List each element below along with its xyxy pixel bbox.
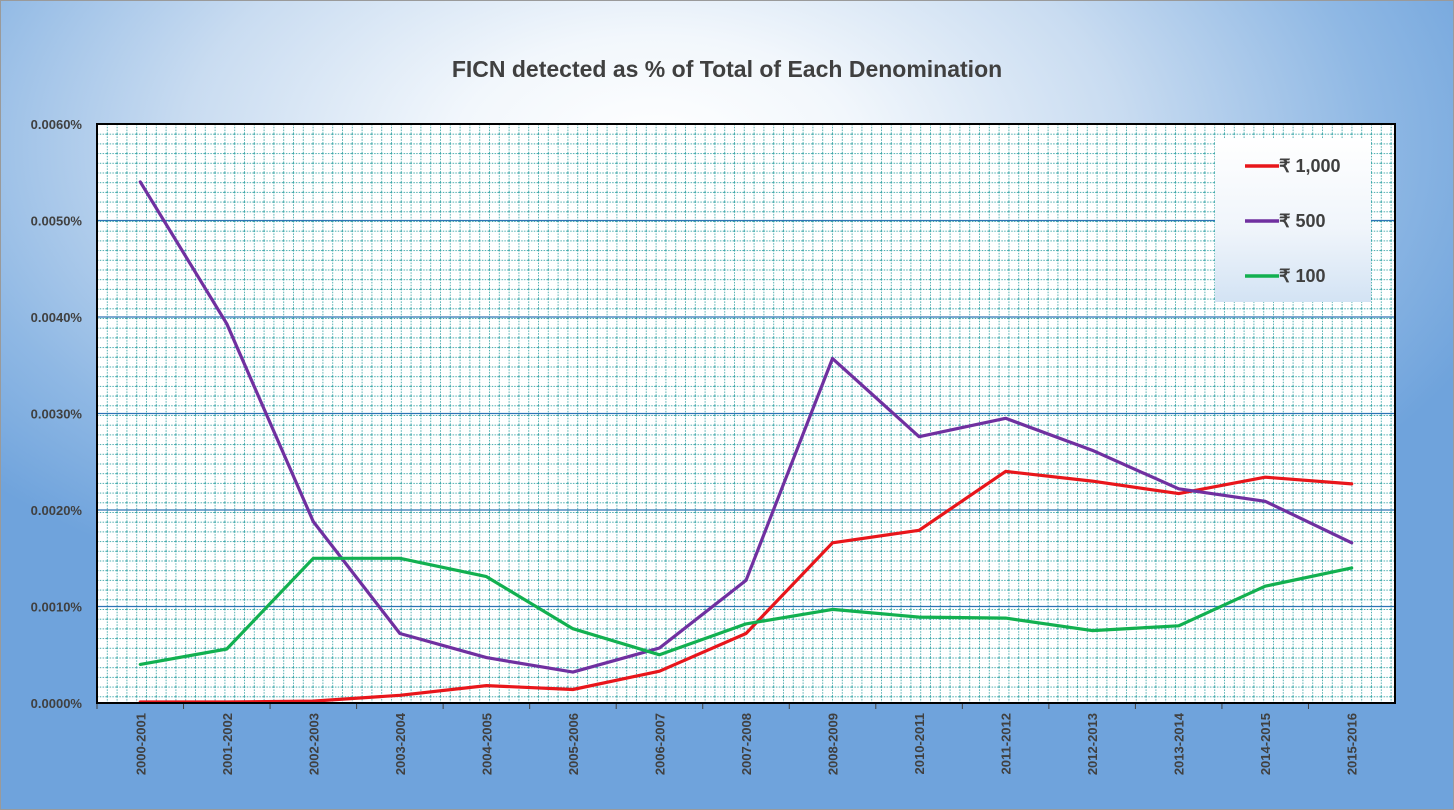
legend-box (1215, 138, 1371, 302)
x-axis-tick-labels: 2000-2001 2001-2002 2002-2003 2003-2004 2004… (96, 703, 1360, 775)
y-tick-label: 0.0050% (31, 214, 83, 229)
y-tick-label: 0.0000% (31, 696, 83, 711)
x-tick-label: 2012-2013 (1085, 713, 1100, 775)
x-tick-label: 2011-2012 (999, 713, 1014, 774)
y-tick-label: 0.0010% (31, 600, 83, 615)
chart-title: FICN detected as % of Total of Each Deno… (452, 56, 1002, 82)
x-tick-label: 2004-2005 (479, 713, 494, 775)
y-tick-label: 0.0060% (31, 117, 83, 132)
plot-border (96, 123, 1396, 704)
x-tick-label: 2008-2009 (826, 713, 841, 775)
y-axis-tick-labels: 0.0000% 0.0010% 0.0020% 0.0030% 0.0040% 0.005… (31, 117, 83, 711)
x-tick-label: 2015-2016 (1345, 713, 1360, 775)
legend-label: ₹ 1,000 (1279, 156, 1341, 176)
x-tick-label: 2005-2006 (566, 713, 581, 775)
x-tick-label: 2003-2004 (393, 712, 408, 775)
legend-label: ₹ 500 (1279, 211, 1326, 231)
major-gridlines (97, 219, 1395, 608)
y-tick-label: 0.0030% (31, 407, 83, 422)
x-tick-label: 2000-2001 (133, 713, 148, 775)
series-lines (138, 180, 1354, 704)
legend-label: ₹ 100 (1279, 266, 1326, 286)
x-tick-label: 2013-2014 (1172, 712, 1187, 775)
x-tick-label: 2006-2007 (652, 713, 667, 775)
y-tick-label: 0.0020% (31, 503, 83, 518)
x-tick-label: 2010-2011 (912, 713, 927, 774)
x-tick-label: 2007-2008 (739, 713, 754, 775)
x-tick-label: 2002-2003 (306, 713, 321, 775)
legend: ₹ 1,000 ₹ 500 ₹ 100 (1215, 138, 1371, 302)
x-tick-label: 2014-2015 (1258, 713, 1273, 775)
y-tick-label: 0.0040% (31, 310, 83, 325)
series-line (138, 556, 1354, 667)
x-tick-label: 2001-2002 (220, 713, 235, 775)
series-line (138, 469, 1354, 704)
